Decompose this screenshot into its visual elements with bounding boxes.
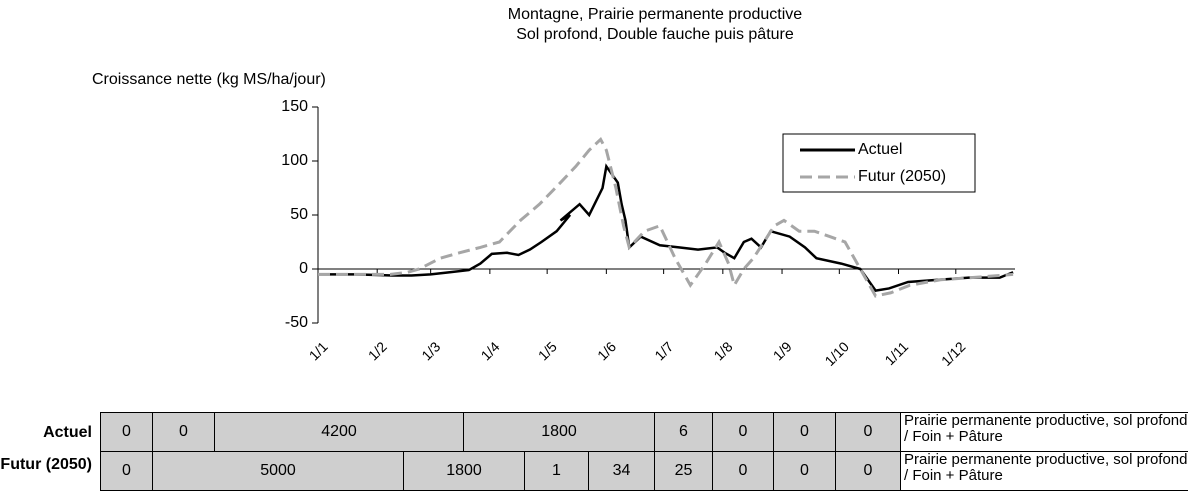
table-cell: 4200 [214,412,464,452]
row-label: Actuel [43,424,92,441]
table-cell: 0 [712,412,774,452]
row-label: Futur (2050) [0,456,92,473]
table-cell: Prairie permanente productive, sol profo… [900,412,1188,452]
y-tick-label: -50 [285,314,308,331]
legend-box [782,133,976,193]
x-tick-label: 1/6 [594,338,619,363]
chart-subtitle: Sol profond, Double fauche puis pâture [516,26,794,43]
x-tick-label: 1/1 [306,338,331,363]
x-tick-label: 1/11 [881,338,911,368]
chart: Montagne, Prairie permanente productive … [92,6,1015,369]
x-tick-label: 1/4 [478,338,503,363]
y-tick-label: 100 [281,152,308,169]
table-cell: 0 [773,412,836,452]
chart-title: Montagne, Prairie permanente productive [508,6,802,23]
series-line [318,136,1014,298]
x-tick-label: 1/7 [651,338,676,363]
table-cell: 0 [835,451,901,491]
y-tick-label: 0 [299,260,308,277]
x-tick-label: 1/2 [365,338,390,363]
table-cell: 0 [773,451,836,491]
x-tick-label: 1/10 [821,338,852,369]
x-tick-label: 1/5 [535,338,560,363]
table-cell: 5000 [152,451,404,491]
table-cell: 34 [588,451,655,491]
table-cell: 0 [100,412,153,452]
table-cell: 6 [654,412,713,452]
table-cell: 1800 [403,451,525,491]
table-cell: Prairie permanente productive, sol profo… [900,451,1188,491]
table-cell: 0 [152,412,215,452]
table-cell: 1 [524,451,589,491]
x-tick-label: 1/8 [710,338,735,363]
table-cell: 0 [100,451,153,491]
series-line [318,163,1014,292]
y-tick-label: 150 [281,98,308,115]
table-cell: 1800 [463,412,655,452]
table-cell: 0 [712,451,774,491]
table-cell: 25 [654,451,713,491]
y-axis-label: Croissance nette (kg MS/ha/jour) [92,71,326,88]
legend-label: Actuel [858,141,902,158]
x-tick-label: 1/9 [770,338,795,363]
table-cell: 0 [835,412,901,452]
legend-label: Futur (2050) [858,168,946,185]
y-tick-label: 50 [290,206,308,223]
x-tick-label: 1/12 [938,338,969,369]
x-tick-label: 1/3 [418,338,443,363]
